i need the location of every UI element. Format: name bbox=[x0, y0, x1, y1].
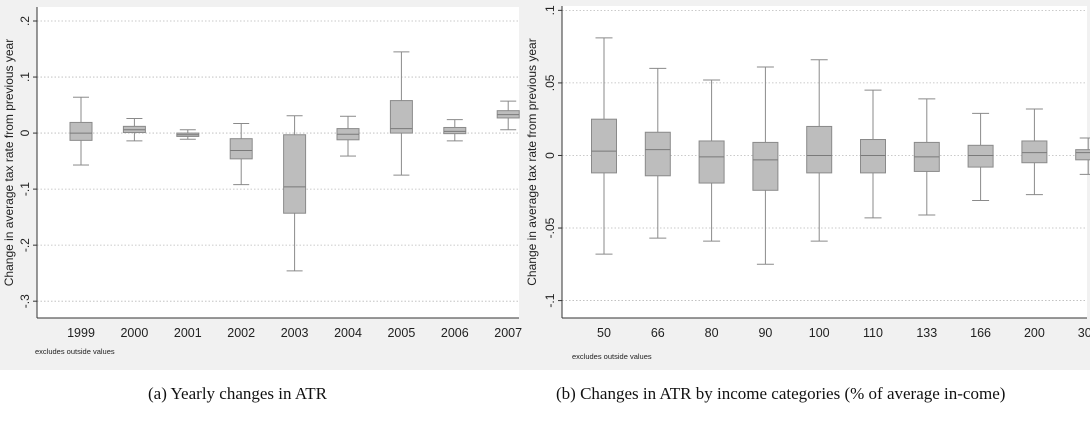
caption-b: (b) Changes in ATR by income categories … bbox=[556, 384, 1006, 403]
chart-b: -.1 -.05 0 .05 .1 Change in average tax rate … bbox=[522, 0, 1090, 370]
box-2004 bbox=[336, 115, 360, 157]
box-2007 bbox=[496, 100, 520, 131]
y-tick-label: -.3 bbox=[18, 294, 32, 308]
box-66 bbox=[644, 67, 671, 239]
box-iqr bbox=[1021, 140, 1048, 164]
box-166 bbox=[967, 112, 994, 201]
x-tick-label: 90 bbox=[758, 326, 772, 340]
x-tick-label: 300 bbox=[1078, 326, 1090, 340]
y-tick-label: 0 bbox=[543, 152, 557, 159]
box-200 bbox=[1021, 108, 1048, 196]
x-tick-label: 133 bbox=[916, 326, 937, 340]
box-80 bbox=[698, 79, 725, 242]
box-iqr bbox=[283, 134, 307, 214]
x-tick-label: 2003 bbox=[281, 326, 309, 340]
x-tick-label: 100 bbox=[809, 326, 830, 340]
y-tick-label: -.05 bbox=[543, 217, 557, 238]
box-iqr bbox=[1075, 149, 1090, 161]
box-50 bbox=[591, 37, 617, 255]
x-tick-label: 50 bbox=[597, 326, 611, 340]
x-tick-label: 2002 bbox=[227, 326, 255, 340]
chart-a: -.3 -.2 -.1 0 .1 .2 Change in average tax rate… bbox=[0, 0, 522, 370]
x-tick-label: 166 bbox=[970, 326, 991, 340]
chart-panel-a: -.3 -.2 -.1 0 .1 .2 Change in average tax rate… bbox=[0, 0, 522, 370]
x-tick-label: 2000 bbox=[120, 326, 148, 340]
box-iqr bbox=[644, 131, 671, 177]
box-iqr bbox=[591, 118, 617, 174]
box-2006 bbox=[443, 119, 467, 142]
x-tick-label: 1999 bbox=[67, 326, 95, 340]
box-iqr bbox=[860, 139, 886, 174]
box-2001 bbox=[176, 129, 200, 140]
box-90 bbox=[752, 66, 779, 265]
box-2002 bbox=[229, 123, 253, 186]
y-tick-label: .1 bbox=[543, 5, 557, 15]
y-tick-label: -.1 bbox=[18, 182, 32, 196]
x-tick-label: 2004 bbox=[334, 326, 362, 340]
x-tick-label: 66 bbox=[651, 326, 665, 340]
y-tick-label: -.2 bbox=[18, 238, 32, 252]
box-1999 bbox=[69, 96, 93, 166]
x-tick-label: 200 bbox=[1024, 326, 1045, 340]
y-tick-label: .1 bbox=[18, 72, 32, 82]
x-tick-label: 110 bbox=[863, 326, 883, 340]
x-tick-label: 2006 bbox=[441, 326, 469, 340]
box-iqr bbox=[229, 138, 253, 160]
box-iqr bbox=[443, 126, 467, 135]
y-axis-title: Change in average tax rate from previous… bbox=[525, 38, 539, 285]
chart-panel-b: -.1 -.05 0 .05 .1 Change in average tax rate … bbox=[522, 0, 1090, 370]
x-tick-label: 2001 bbox=[174, 326, 202, 340]
chart-note: excludes outside values bbox=[572, 352, 652, 361]
x-tick-label: 2005 bbox=[387, 326, 415, 340]
box-iqr bbox=[967, 144, 994, 168]
x-tick-label: 2007 bbox=[494, 326, 522, 340]
box-300 bbox=[1075, 137, 1090, 175]
y-tick-label: 0 bbox=[18, 129, 32, 136]
x-tick-label: 80 bbox=[705, 326, 719, 340]
box-2003 bbox=[283, 115, 307, 272]
y-axis-title: Change in average tax rate from previous… bbox=[2, 39, 16, 286]
box-2000 bbox=[122, 118, 146, 142]
y-tick-label: .05 bbox=[543, 74, 557, 91]
box-2005 bbox=[389, 51, 413, 176]
box-iqr bbox=[389, 100, 413, 134]
chart-note: excludes outside values bbox=[35, 347, 115, 356]
caption-a: (a) Yearly changes in ATR bbox=[148, 384, 327, 403]
box-110 bbox=[860, 89, 886, 219]
plot-area bbox=[37, 7, 519, 318]
y-tick-label: -.1 bbox=[543, 293, 557, 307]
box-iqr bbox=[806, 125, 833, 174]
box-100 bbox=[806, 59, 833, 242]
y-tick-label: .2 bbox=[18, 16, 32, 26]
box-iqr bbox=[752, 141, 779, 191]
box-iqr bbox=[698, 140, 725, 184]
box-133 bbox=[913, 98, 940, 216]
box-iqr bbox=[69, 121, 93, 141]
